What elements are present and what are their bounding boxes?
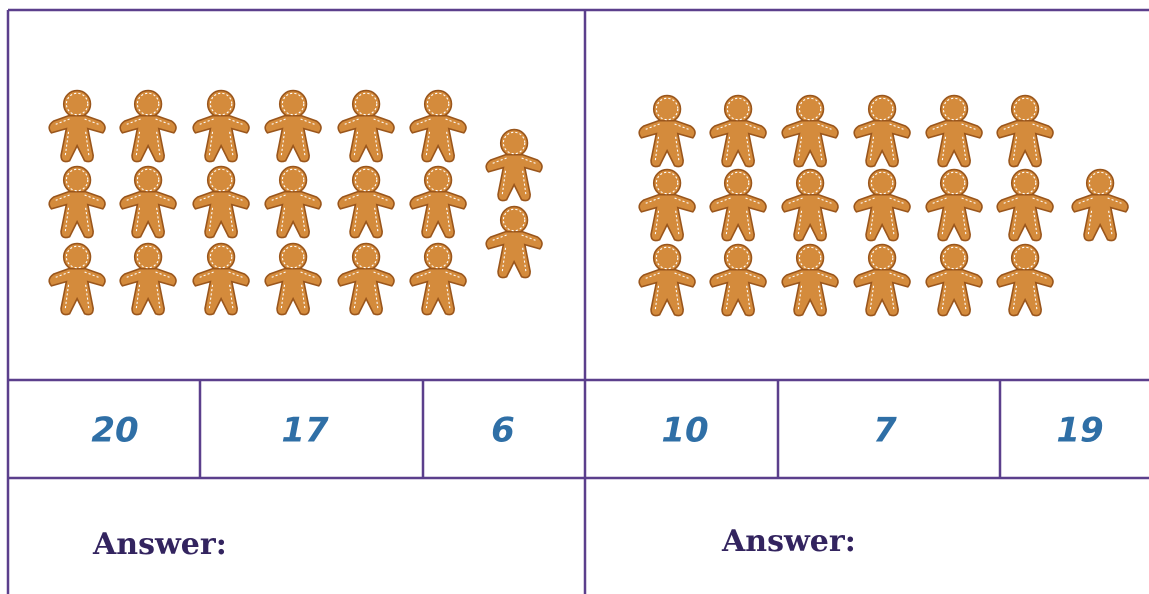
- gingerbread: [710, 96, 766, 167]
- gingerbread: [710, 245, 766, 316]
- grid-frame: [8, 10, 1149, 594]
- gingerbread: [486, 207, 542, 278]
- gingerbread: [338, 167, 394, 238]
- gingerbread: [410, 91, 466, 162]
- gingerbread: [120, 91, 176, 162]
- option: 7: [873, 411, 897, 451]
- gingerbread: [120, 244, 176, 315]
- gingerbread: [782, 245, 838, 316]
- gingerbread: [338, 244, 394, 315]
- gingerbread: [854, 170, 910, 241]
- gingerbread: [193, 244, 249, 315]
- gingerbread: [782, 170, 838, 241]
- option: 10: [661, 411, 708, 451]
- gingerbread: [265, 244, 321, 315]
- gingerbread: [410, 244, 466, 315]
- gingerbread: [997, 170, 1053, 241]
- gingerbread: [710, 170, 766, 241]
- gingerbread: [854, 96, 910, 167]
- gingerbread: [639, 170, 695, 241]
- gingerbread: [120, 167, 176, 238]
- option: 20: [91, 411, 138, 451]
- gingerbread: [486, 130, 542, 201]
- gingerbread: [265, 167, 321, 238]
- gingerbread: [49, 244, 105, 315]
- gingerbread: [639, 245, 695, 316]
- page: 20 17 6 10 7 19 Answer: Answer: (() => {…: [0, 0, 1149, 594]
- option: 17: [281, 411, 329, 451]
- worksheet: 20 17 6 10 7 19 Answer: Answer:: [0, 0, 1149, 594]
- gingerbread: [193, 167, 249, 238]
- gingerbread: [49, 91, 105, 162]
- gingerbread: [926, 245, 982, 316]
- gingerbread: [997, 245, 1053, 316]
- gingerbread: [1072, 170, 1128, 241]
- gingerbread: [193, 91, 249, 162]
- answer-label: Answer:: [721, 524, 856, 559]
- gingerbread: [926, 96, 982, 167]
- gingerbread: [997, 96, 1053, 167]
- option: 19: [1056, 411, 1103, 451]
- option: 6: [491, 411, 515, 451]
- gingerbread: [49, 167, 105, 238]
- gingerbread: [410, 167, 466, 238]
- gingerbread: [639, 96, 695, 167]
- gingerbread: [854, 245, 910, 316]
- gingerbread: [338, 91, 394, 162]
- gingerbread-group: [49, 91, 1128, 316]
- gingerbread: [265, 91, 321, 162]
- gingerbread: [782, 96, 838, 167]
- gingerbread: [926, 170, 982, 241]
- answer-label: Answer:: [92, 527, 227, 562]
